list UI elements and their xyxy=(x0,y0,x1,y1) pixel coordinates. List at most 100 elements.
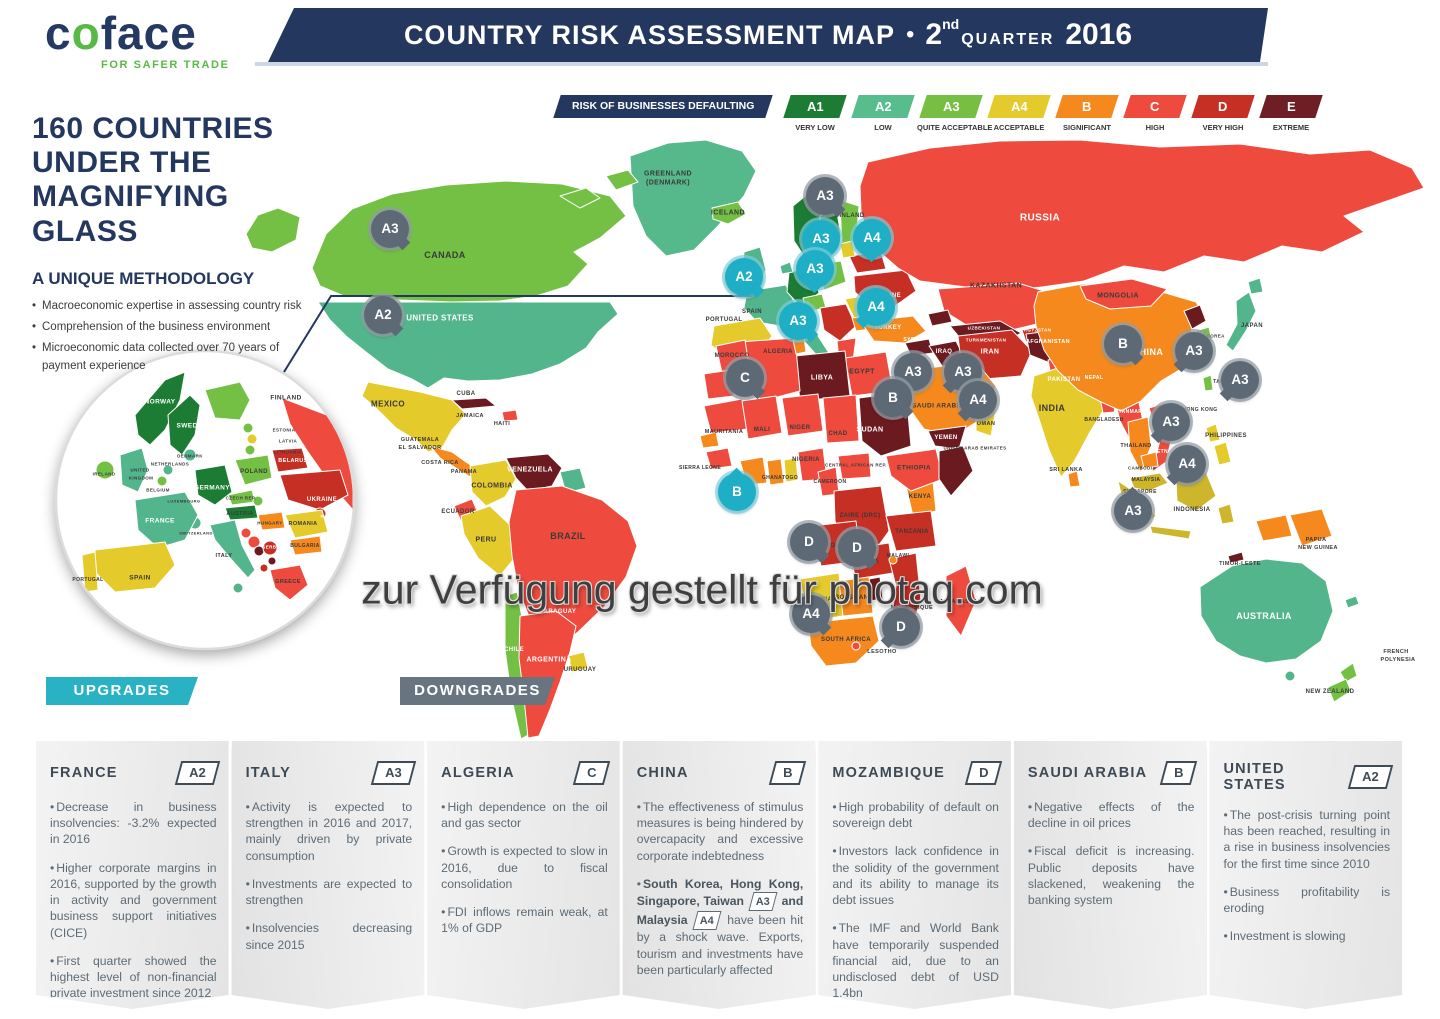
country-label: OMAN xyxy=(976,421,996,427)
panel-italy: ITALY A3 • Activity is expected to strength… xyxy=(232,741,425,1009)
country-label: VIETNAM xyxy=(1151,449,1177,455)
downgrades-tab: DOWNGRADES xyxy=(400,677,555,705)
bullet-dot: • xyxy=(50,800,55,814)
country-label: CZECH REP. xyxy=(225,495,257,501)
legend-chip-A2: A2 xyxy=(851,95,915,118)
panel-saudi-arabia: SAUDI ARABIA B • Negative effects of the de… xyxy=(1014,741,1207,1009)
inline-rating-chip: A3 xyxy=(748,892,777,911)
upgrades-tab: UPGRADES xyxy=(46,677,198,705)
country-label: KAZAKHSTAN xyxy=(969,282,1023,290)
banner-title: COUNTRY RISK ASSESSMENT MAP xyxy=(403,19,895,50)
legend-item-A3: A3 QUITE ACCEPTABLE xyxy=(917,95,993,132)
country-label: CHINA xyxy=(1132,347,1164,357)
coface-logo: coface FOR SAFER TRADE xyxy=(45,10,230,71)
country-label: INDIA xyxy=(1038,403,1066,413)
panel-country-name: UNITED STATES xyxy=(1223,761,1286,793)
panel-country-name: FRANCE xyxy=(50,765,118,781)
country-label: ECUADOR xyxy=(441,509,475,515)
panel-bullet: • High dependence on the oil and gas sect… xyxy=(441,800,608,831)
panel-header: UNITED STATES A2 xyxy=(1223,761,1390,793)
country-label: TANZANIA xyxy=(895,529,929,535)
country-label: LUXEMBOURG xyxy=(167,498,201,504)
country-label: EL SALVADOR xyxy=(398,445,442,451)
country-label: UZBEKISTAN xyxy=(967,325,1001,331)
bullet-dot: • xyxy=(50,860,55,875)
country-label: HAITI xyxy=(493,421,511,427)
country-label: MALAWI xyxy=(886,553,910,559)
country-label: PAPUA xyxy=(1305,537,1327,543)
methodology-bullets: Macroeconomic expertise in assessing cou… xyxy=(32,298,317,375)
legend-desc: QUITE ACCEPTABLE xyxy=(917,123,993,132)
map-badge-downgrade-A4: A4 xyxy=(1168,445,1206,483)
country-label: FINLAND xyxy=(270,394,302,402)
legend-label-bar: RISK OF BUSINESSES DEFAULTING xyxy=(553,95,773,118)
bullet-dot: • xyxy=(832,844,837,859)
panel-bullet: • Activity is expected to strengthen in 2… xyxy=(245,800,413,863)
legend-item-A2: A2 LOW xyxy=(849,95,917,132)
map-badge-downgrade-B: B xyxy=(1104,325,1142,363)
banner-quarter: 2ndQUARTER xyxy=(925,15,1055,51)
country-label: IRELAND xyxy=(92,471,116,477)
panel-header: ITALY A3 xyxy=(246,761,413,785)
map-badge-upgrade-B: B xyxy=(718,473,756,511)
country-label: PERU xyxy=(475,536,497,544)
country-label: TURKEY xyxy=(874,325,902,331)
intro-block: 160 COUNTRIES UNDER THE MAGNIFYING GLASS… xyxy=(32,112,317,379)
country-label: URUGUAY xyxy=(563,667,597,673)
legend-desc: ACCEPTABLE xyxy=(993,123,1045,132)
legend-item-B: B SIGNIFICANT xyxy=(1053,95,1121,132)
panel-header: CHINA B xyxy=(637,761,804,785)
country-label: HONG KONG xyxy=(1182,407,1218,413)
country-panels: FRANCE A2 • Decrease in business insolvenci… xyxy=(36,741,1402,1009)
country-label: INDONESIA xyxy=(1173,507,1211,513)
panel-bullet: • Investments are expected to strengthen xyxy=(245,876,413,908)
country-label: UKRAINE xyxy=(306,497,338,503)
bullet-dot: • xyxy=(1223,808,1228,822)
country-label: SERBIA xyxy=(262,544,282,550)
panel-bullet: • The effectiveness of stimulus measures … xyxy=(636,800,804,863)
country-label: CENTRAL AFRICAN REP. xyxy=(825,462,887,468)
country-label: SIERRA LEONE xyxy=(678,465,722,471)
country-label: LATVIA xyxy=(278,438,298,444)
legend-desc: LOW xyxy=(874,123,892,132)
country-label: MONGOLIA xyxy=(1097,292,1139,300)
country-label: ANGOLA xyxy=(815,543,845,549)
panel-bullet: • First quarter showed the highest level … xyxy=(50,953,217,1001)
country-label: MALI xyxy=(753,427,771,433)
country-label: BANGLADESH xyxy=(1084,417,1124,423)
panel-bullet: • The IMF and World Bank have temporarily… xyxy=(832,921,999,1001)
methodology-bullet: Microeconomic data collected over 70 yea… xyxy=(32,340,317,375)
country-label: BRAZIL xyxy=(550,531,586,541)
bullet-dot: • xyxy=(1027,800,1033,814)
legend-desc: EXTREME xyxy=(1272,123,1310,132)
country-label: THAILAND xyxy=(1120,443,1152,449)
country-label: PORTUGAL xyxy=(705,317,743,323)
bullet-dot: • xyxy=(50,953,55,968)
country-label: TURKMENISTAN xyxy=(965,337,1007,343)
country-label: LIBYA xyxy=(810,374,834,382)
country-label: PAKISTAN xyxy=(1047,377,1081,383)
country-label: MEXICO xyxy=(371,399,405,409)
country-label: ESTONIA xyxy=(272,427,296,433)
country-label: BULGARIA xyxy=(290,543,320,549)
bullet-dot: • xyxy=(832,800,837,814)
country-label: SOUTH AFRICA xyxy=(821,637,871,643)
country-label: GREENLAND xyxy=(644,170,692,178)
panel-rating-chip: B xyxy=(769,761,807,785)
country-label: YEMEN xyxy=(934,435,958,441)
legend-chip-E: E xyxy=(1259,95,1323,118)
methodology-heading: A UNIQUE METHODOLOGY xyxy=(32,268,255,288)
country-label: MADAGASCAR xyxy=(937,599,983,605)
country-label: KINGDOM xyxy=(128,475,154,481)
legend-chip-A4: A4 xyxy=(987,95,1051,118)
panel-bullet: • Decrease in business insolvencies: -3.2… xyxy=(50,800,217,847)
country-label: FRENCH xyxy=(1383,649,1409,655)
country-label: POLAND xyxy=(240,469,268,475)
map-badge-downgrade-A3: A3 xyxy=(1114,492,1152,530)
map-badge-downgrade-A3: A3 xyxy=(1175,332,1213,370)
photaq-watermark: zur Verfügung gestellt für photaq.com xyxy=(361,566,1043,613)
legend-desc: HIGH xyxy=(1145,123,1165,132)
country-label: SWITZERLAND xyxy=(179,530,213,536)
panel-header: FRANCE A2 xyxy=(50,761,217,785)
